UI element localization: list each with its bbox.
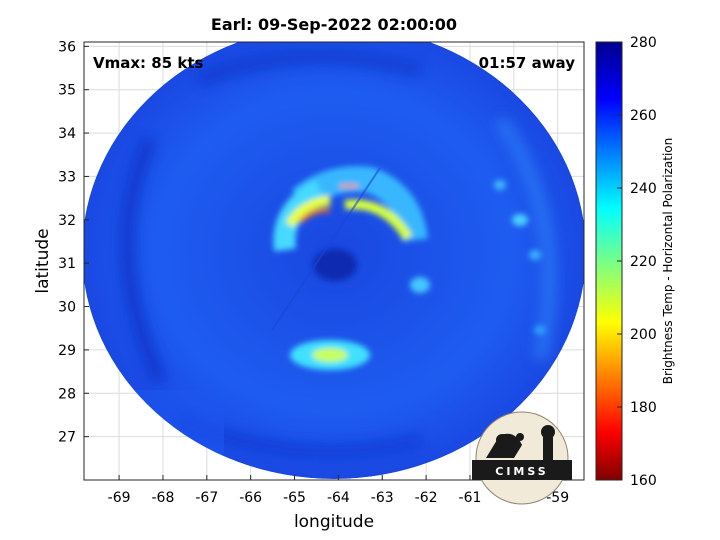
- x-tick-label: -61: [459, 490, 482, 506]
- colorbar-tick-label: 200: [630, 327, 657, 343]
- cimss-logo: CIMSS: [472, 411, 572, 505]
- y-tick-label: 32: [58, 213, 76, 229]
- y-axis-label: latitude: [33, 228, 53, 293]
- x-tick-label: -65: [283, 490, 306, 506]
- colorbar-tick-label: 240: [630, 181, 657, 197]
- brightness-swath: [84, 42, 584, 479]
- time-offset-label: 01:57 away: [479, 54, 576, 72]
- x-tick-label: -64: [327, 490, 350, 506]
- chart-title: Earl: 09-Sep-2022 02:00:00: [211, 15, 457, 34]
- vmax-label: Vmax: 85 kts: [93, 54, 203, 72]
- y-tick-label: 31: [58, 256, 76, 272]
- x-tick-label: -69: [108, 490, 131, 506]
- x-tick-label: -66: [239, 490, 262, 506]
- colorbar-tick-label: 180: [630, 400, 657, 416]
- x-tick-label: -67: [195, 490, 218, 506]
- y-tick-label: 28: [58, 386, 76, 402]
- y-tick-label: 29: [58, 343, 76, 359]
- colorbar-tick-label: 160: [630, 473, 657, 489]
- x-tick-label: -68: [152, 490, 175, 506]
- y-tick-label: 34: [58, 126, 76, 142]
- colorbar-label: Brightness Temp - Horizontal Polarizatio…: [661, 138, 675, 385]
- y-tick-label: 36: [58, 39, 76, 55]
- colorbar-tick-label: 280: [630, 35, 657, 51]
- x-axis-label: longitude: [294, 512, 374, 532]
- colorbar-tick-label: 260: [630, 108, 657, 124]
- x-tick-label: -63: [371, 490, 394, 506]
- y-tick-label: 33: [58, 169, 76, 185]
- x-tick-label: -62: [415, 490, 438, 506]
- axes-frame: [83, 41, 585, 481]
- colorbar-ticks: 160 180 200 220 240 260 280: [617, 35, 657, 489]
- cimss-logo-text: CIMSS: [495, 465, 548, 478]
- y-tick-label: 27: [58, 430, 76, 446]
- colorbar-tick-label: 220: [630, 254, 657, 270]
- y-tick-label: 30: [58, 300, 76, 316]
- x-tick-label: -59: [546, 490, 569, 506]
- x-ticks: -69-68-67-66-65-64-63-62-61-60-59: [108, 475, 569, 506]
- y-tick-label: 35: [58, 83, 76, 99]
- y-ticks: 27 28 29 30 31 32 33 34 35 36: [58, 39, 89, 446]
